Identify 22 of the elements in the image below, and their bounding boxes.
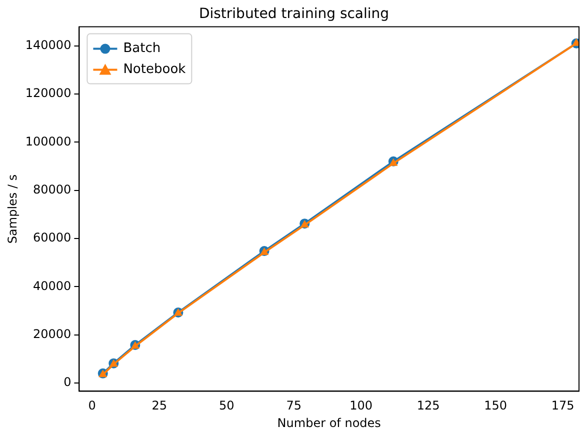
x-tick-label: 175 (551, 398, 574, 413)
x-tick-label: 100 (350, 398, 373, 413)
y-axis-title: Samples / s (5, 174, 20, 244)
y-tick-label: 60000 (33, 230, 72, 245)
legend-label: Batch (123, 41, 161, 56)
x-tick-label: 50 (218, 398, 234, 413)
x-axis-title: Number of nodes (277, 416, 381, 430)
x-tick-label: 0 (88, 398, 96, 413)
chart-title: Distributed training scaling (198, 6, 390, 22)
y-tick-label: 140000 (25, 38, 72, 52)
y-tick-label: 0 (64, 375, 72, 390)
x-tick-label: 150 (484, 398, 508, 413)
y-tick-label: 100000 (25, 134, 72, 148)
legend-label: Notebook (123, 62, 186, 78)
x-tick-label: 25 (152, 398, 168, 413)
y-tick-label: 40000 (33, 278, 72, 293)
x-tick-label: 75 (286, 398, 302, 413)
point (572, 38, 579, 46)
x-tick-label: 125 (416, 398, 440, 413)
y-tick-label: 120000 (25, 86, 72, 100)
y-tick-label: 20000 (33, 327, 72, 342)
y-tick-label: 80000 (33, 182, 72, 196)
